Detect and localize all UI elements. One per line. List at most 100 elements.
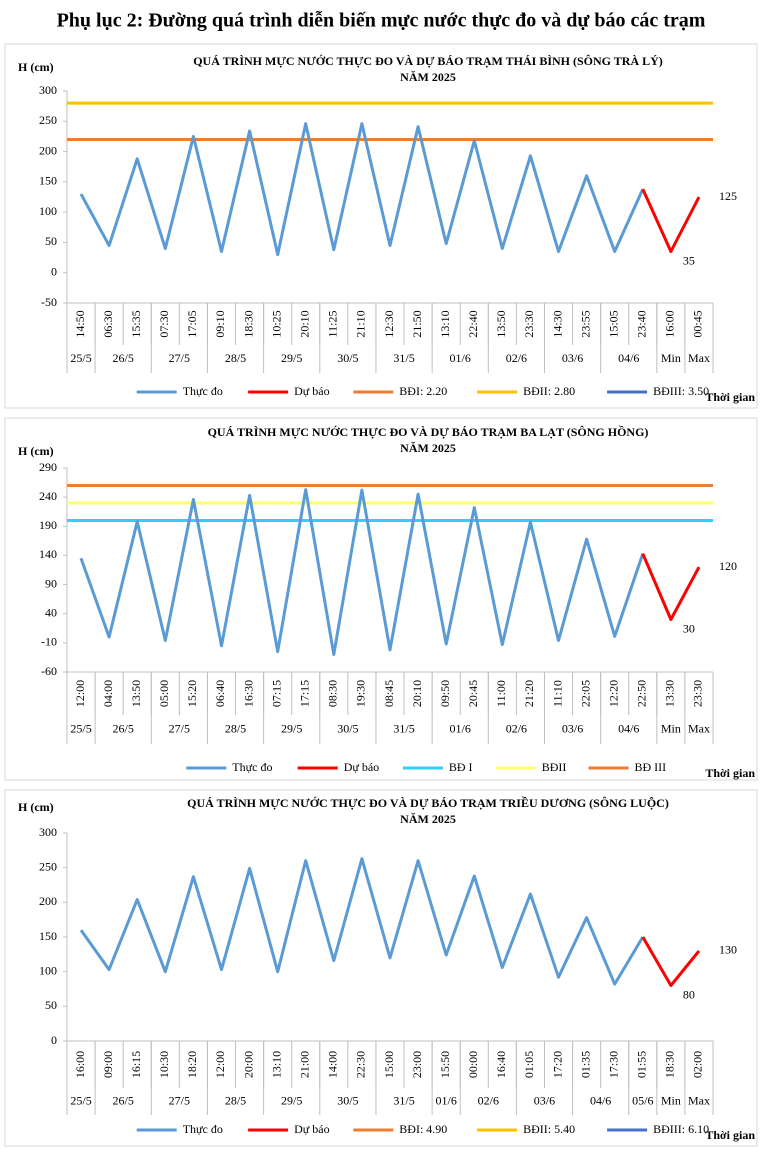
x-tick-label: 09:10 [213,310,227,337]
group-label: 25/5 [70,1093,91,1107]
x-tick-label: 18:30 [241,310,255,337]
legend-label: BĐII: 5.40 [523,1122,575,1136]
chart-frame [4,43,758,409]
y-tick-label: 250 [39,113,57,127]
x-tick-label: 22:50 [635,680,649,707]
x-tick-label: 20:45 [466,680,480,707]
legend-label: BĐII [542,760,567,774]
y-tick-label: 150 [39,174,57,188]
data-line [79,122,645,256]
group-label: 30/5 [337,351,358,365]
x-axis-label: Thời gian [705,1128,755,1142]
group-label: 29/5 [281,351,302,365]
chart-subtitle: NĂM 2025 [400,441,456,455]
group-label: 25/5 [70,721,91,735]
group-label: 31/5 [393,721,414,735]
legend-label: Dự báo [344,760,380,774]
y-tick-label: 300 [39,825,57,839]
group-label: 26/5 [113,351,134,365]
data-label: 35 [683,253,695,267]
x-tick-label: 08:30 [326,680,340,707]
y-tick-label: 90 [45,576,57,590]
y-axis-label: H (cm) [18,800,54,814]
group-label: 29/5 [281,1093,302,1107]
x-tick-label: 16:00 [663,310,677,337]
y-tick-label: 0 [51,264,57,278]
group-label: 26/5 [113,721,134,735]
x-tick-label: 12:00 [73,680,87,707]
x-tick-label: 19:30 [354,680,368,707]
x-tick-label: 09:00 [101,1051,115,1078]
y-tick-label: -60 [41,664,57,678]
x-tick-label: 01:35 [578,1051,592,1078]
group-label: 05/6 [632,1093,653,1107]
y-tick-label: 140 [39,547,57,561]
group-label: 04/6 [618,721,639,735]
data-line [641,553,701,621]
x-axis-label: Thời gian [705,766,755,780]
y-tick-label: 50 [45,234,57,248]
y-tick-label: 50 [45,998,57,1012]
data-label: 120 [719,559,737,573]
legend-label: BĐI: 2.20 [399,384,447,398]
x-tick-label: 00:45 [691,310,705,337]
x-tick-label: 07:15 [269,680,283,707]
x-tick-label: 14:50 [73,310,87,337]
y-tick-label: -10 [41,635,57,649]
x-tick-label: 18:30 [663,1051,677,1078]
x-tick-label: 23:30 [691,680,705,707]
group-label: 29/5 [281,721,302,735]
x-tick-label: 00:00 [466,1051,480,1078]
group-label: 27/5 [169,721,190,735]
x-tick-label: 06:40 [213,680,227,707]
group-label: Min [661,351,681,365]
x-tick-label: 20:10 [297,310,311,337]
group-label: 25/5 [70,351,91,365]
chart-subtitle: NĂM 2025 [400,812,456,826]
x-tick-label: 01:05 [522,1051,536,1078]
data-line [641,188,701,253]
group-label: 02/6 [478,1093,499,1107]
y-tick-label: 300 [39,83,57,97]
x-tick-label: 12:20 [606,680,620,707]
legend-label: BĐII: 2.80 [523,384,575,398]
y-tick-label: 100 [39,204,57,218]
x-tick-label: 15:35 [129,310,143,337]
chart-frame [4,417,758,781]
x-tick-label: 11:00 [494,680,508,707]
x-tick-label: 15:00 [382,1051,396,1078]
x-tick-label: 10:30 [157,1051,171,1078]
legend-label: Thực đo [232,760,272,774]
y-tick-label: 0 [51,1033,57,1047]
x-tick-label: 11:10 [550,680,564,707]
x-tick-label: 17:20 [550,1051,564,1078]
x-tick-label: 23:55 [578,310,592,337]
x-tick-label: 21:00 [297,1051,311,1078]
x-tick-label: 04:00 [101,680,115,707]
x-tick-label: 14:00 [326,1051,340,1078]
y-tick-label: 190 [39,518,57,532]
x-tick-label: 22:05 [578,680,592,707]
x-tick-label: 20:10 [410,680,424,707]
group-label: 31/5 [393,1093,414,1107]
x-tick-label: 06:30 [101,310,115,337]
legend-label: Thực đo [183,1122,223,1136]
page-title: Phụ lục 2: Đường quá trình diễn biến mực… [57,10,706,32]
legend-label: Thực đo [183,384,223,398]
x-tick-label: 13:10 [438,310,452,337]
y-axis-label: H (cm) [18,60,54,74]
chart: QUÁ TRÌNH MỰC NƯỚC THỰC ĐO VÀ DỰ BÁO TRẠ… [4,43,758,409]
group-label: 02/6 [506,721,527,735]
x-tick-label: 18:20 [185,1051,199,1078]
group-label: 04/6 [618,351,639,365]
group-label: 26/5 [113,1093,134,1107]
legend-label: BĐIII: 3.50 [653,384,709,398]
x-tick-label: 12:30 [382,310,396,337]
group-label: 03/6 [534,1093,555,1107]
group-label: 28/5 [225,351,246,365]
group-label: 03/6 [562,721,583,735]
x-tick-label: 23:00 [410,1051,424,1078]
x-tick-label: 05:00 [157,680,171,707]
x-tick-label: 07:30 [157,310,171,337]
